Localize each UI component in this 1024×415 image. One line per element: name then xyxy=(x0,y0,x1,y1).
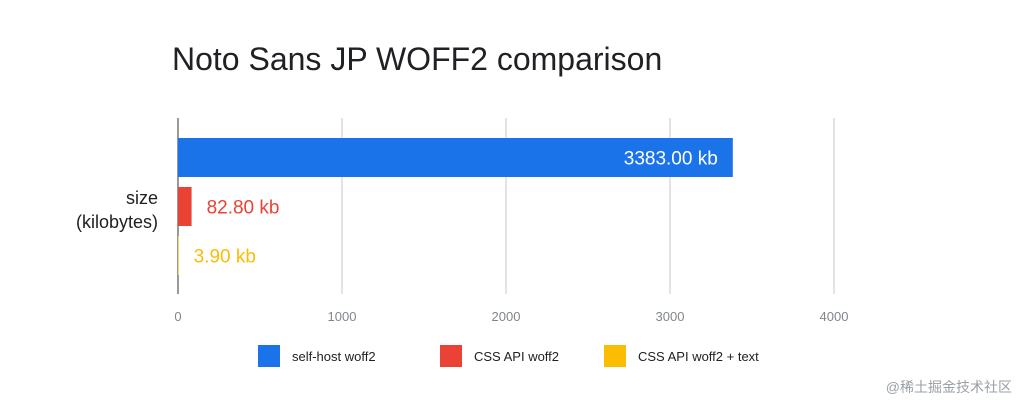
legend-swatch-2 xyxy=(440,345,462,367)
category-label-line-2: (kilobytes) xyxy=(76,212,158,232)
legend-label-2: CSS API woff2 xyxy=(474,349,559,364)
tick-label-4000: 4000 xyxy=(820,309,849,324)
data-label-3: 3.90 kb xyxy=(194,247,256,268)
data-label-1: 3383.00 kb xyxy=(624,149,718,170)
bars: 3383.00 kb 82.80 kb 3.90 kb xyxy=(178,138,733,275)
chart-title: Noto Sans JP WOFF2 comparison xyxy=(172,41,662,77)
bar-1 xyxy=(178,138,733,177)
tick-label-1000: 1000 xyxy=(328,309,357,324)
legend-swatch-3 xyxy=(604,345,626,367)
watermark: @稀土掘金技术社区 xyxy=(886,379,1012,395)
legend-label-3: CSS API woff2 + text xyxy=(638,349,759,364)
x-axis-ticks: 0 1000 2000 3000 4000 xyxy=(174,309,848,324)
data-label-2: 82.80 kb xyxy=(207,198,280,219)
tick-label-2000: 2000 xyxy=(492,309,521,324)
bar-3 xyxy=(178,236,179,275)
tick-label-0: 0 xyxy=(174,309,181,324)
legend-label-1: self-host woff2 xyxy=(292,349,376,364)
tick-label-3000: 3000 xyxy=(656,309,685,324)
legend: self-host woff2 CSS API woff2 CSS API woff… xyxy=(258,345,759,367)
category-label-line-1: size xyxy=(126,188,158,208)
legend-swatch-1 xyxy=(258,345,280,367)
bar-2 xyxy=(178,187,192,226)
